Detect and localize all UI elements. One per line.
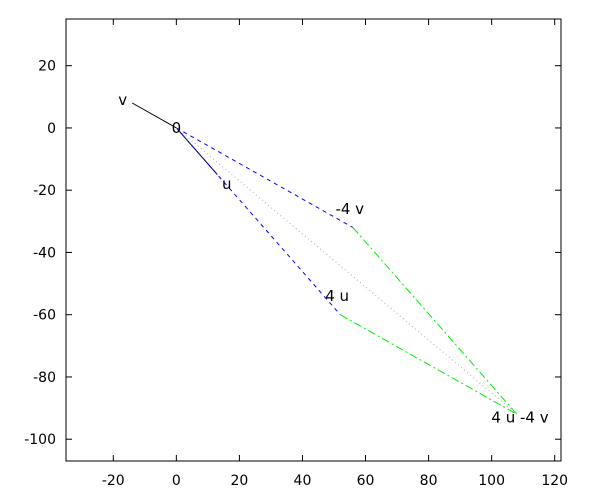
series-line-dash-dot <box>340 314 518 415</box>
x-tick-label: 60 <box>357 473 375 489</box>
x-tick-label: 0 <box>172 473 181 489</box>
y-tick-label: -20 <box>33 183 56 199</box>
y-tick-label: -60 <box>33 308 56 324</box>
point-label: 4 u <box>325 287 349 305</box>
y-tick-label: -80 <box>33 370 56 386</box>
x-tick-label: 40 <box>294 473 312 489</box>
point-label: u <box>222 175 232 193</box>
axis-ticks: -20 0 20 40 60 80 100 120 20 0 -20 -40 -60 -80 -100 <box>24 19 568 489</box>
point-label: 0 <box>172 119 182 137</box>
series-line-dash-dot <box>352 227 518 415</box>
series-line-dashed <box>176 127 354 228</box>
y-tick-label: -40 <box>33 245 56 261</box>
series-line-dashed <box>176 127 341 316</box>
x-tick-label: 80 <box>420 473 438 489</box>
series-group <box>131 102 518 415</box>
series-line-solid <box>131 102 177 129</box>
x-tick-label: -20 <box>102 473 125 489</box>
point-label: v <box>118 91 127 109</box>
series-line-dotted <box>176 127 518 415</box>
y-tick-label: 20 <box>38 59 56 75</box>
plot-frame <box>65 18 562 462</box>
point-label: 4 u -4 v <box>491 408 548 426</box>
x-tick-label: 100 <box>478 473 505 489</box>
point-label: -4 v <box>335 200 364 218</box>
point-labels: v 0 u -4 v 4 u 4 u -4 v <box>118 91 548 426</box>
y-tick-label: -100 <box>24 432 56 448</box>
x-tick-label: 120 <box>541 473 568 489</box>
y-tick-label: 0 <box>47 121 56 137</box>
x-tick-label: 20 <box>230 473 248 489</box>
